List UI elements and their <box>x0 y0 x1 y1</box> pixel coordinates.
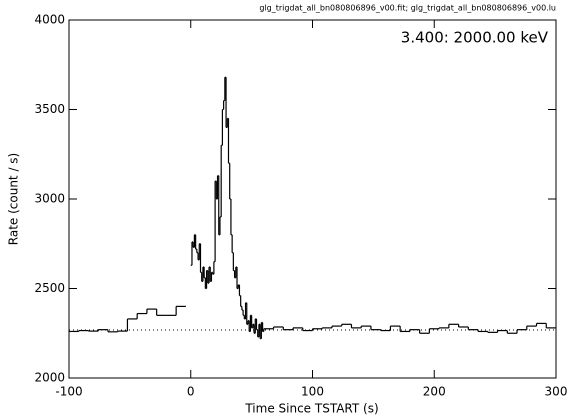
annotation: 3.400: 2000.00 keV <box>401 29 549 47</box>
x-axis-label: Time Since TSTART (s) <box>244 402 378 416</box>
y-tick-label: 2000 <box>34 371 65 385</box>
y-tick-label: 3500 <box>34 102 65 116</box>
y-tick-label: 2500 <box>34 281 65 295</box>
plot-frame <box>68 19 557 379</box>
x-tick-label: 200 <box>423 385 446 399</box>
x-tick-label: -100 <box>55 385 82 399</box>
y-tick-label: 4000 <box>34 13 65 27</box>
chart-title: glg_trigdat_all_bn080806896_v00.fit; glg… <box>259 4 556 13</box>
y-axis-label: Rate (count / s) <box>7 153 21 245</box>
x-tick-label: 100 <box>301 385 324 399</box>
x-tick-label: 0 <box>187 385 195 399</box>
y-tick-label: 3000 <box>34 192 65 206</box>
x-tick-label: 300 <box>545 385 568 399</box>
